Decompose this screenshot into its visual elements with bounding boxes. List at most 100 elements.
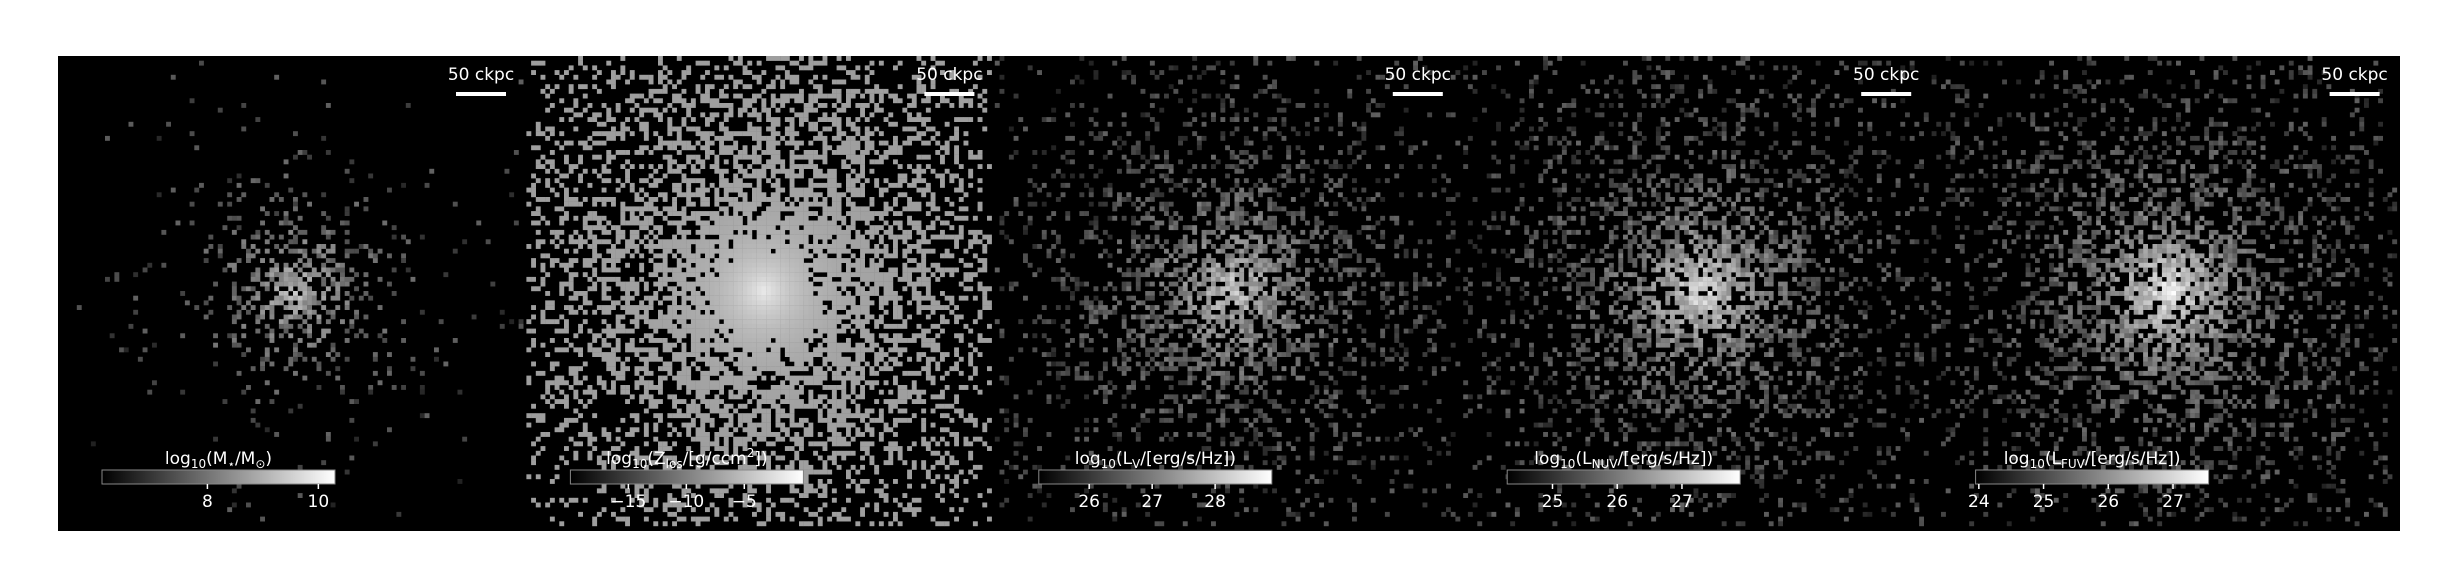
pixel — [578, 352, 583, 357]
pixel — [714, 230, 719, 235]
pixel — [837, 376, 842, 381]
pixel — [682, 75, 687, 80]
pixel — [818, 371, 823, 376]
pixel — [672, 202, 677, 207]
pixel — [686, 324, 691, 329]
pixel — [747, 272, 752, 277]
pixel — [307, 155, 312, 160]
pixel — [545, 272, 550, 277]
pixel — [766, 291, 771, 296]
pixel — [978, 188, 983, 193]
pixel — [564, 418, 569, 423]
pixel — [406, 268, 411, 273]
pixel — [724, 183, 729, 188]
pixel — [912, 498, 917, 503]
pixel — [667, 305, 672, 310]
pixel — [663, 65, 668, 70]
pixel — [912, 178, 917, 183]
pixel — [818, 244, 823, 249]
pixel — [531, 192, 536, 197]
pixel — [865, 291, 870, 296]
pixel — [658, 164, 663, 169]
pixel — [907, 470, 912, 475]
pixel — [298, 216, 303, 221]
pixel — [545, 169, 550, 174]
pixel — [588, 385, 593, 390]
pixel — [550, 319, 555, 324]
pixel — [832, 512, 837, 517]
pixel — [705, 244, 710, 249]
pixel — [959, 197, 964, 202]
pixel — [931, 380, 936, 385]
pixel — [757, 296, 762, 301]
pixel — [813, 235, 818, 240]
pixel — [879, 159, 884, 164]
pixel — [1014, 150, 1019, 155]
pixel — [752, 376, 757, 381]
pixel — [326, 249, 331, 254]
pixel — [884, 141, 889, 146]
pixel — [682, 192, 687, 197]
pixel — [837, 404, 842, 409]
pixel — [813, 230, 818, 235]
pixel — [832, 437, 837, 442]
pixel — [841, 517, 846, 522]
pixel — [597, 221, 602, 226]
pixel — [747, 291, 752, 296]
pixel — [345, 338, 350, 343]
pixel — [851, 423, 856, 428]
pixel — [733, 333, 738, 338]
pixel — [804, 418, 809, 423]
pixel — [606, 258, 611, 263]
pixel — [752, 244, 757, 249]
pixel — [279, 319, 284, 324]
pixel — [771, 84, 776, 89]
pixel — [818, 174, 823, 179]
pixel — [349, 418, 354, 423]
pixel — [766, 277, 771, 282]
pixel — [279, 333, 284, 338]
pixel — [790, 376, 795, 381]
pixel — [653, 169, 658, 174]
pixel — [729, 150, 734, 155]
pixel — [987, 446, 992, 451]
pixel — [841, 315, 846, 320]
pixel — [851, 282, 856, 287]
pixel — [917, 202, 922, 207]
pixel — [298, 282, 303, 287]
pixel — [813, 512, 818, 517]
pixel — [776, 305, 781, 310]
pixel — [794, 155, 799, 160]
pixel — [559, 183, 564, 188]
pixel — [771, 80, 776, 85]
pixel — [738, 282, 743, 287]
pixel — [705, 418, 710, 423]
pixel — [837, 253, 842, 258]
pixel — [855, 230, 860, 235]
pixel — [686, 315, 691, 320]
pixel — [799, 423, 804, 428]
pixel — [945, 352, 950, 357]
pixel — [606, 390, 611, 395]
pixel — [841, 324, 846, 329]
pixel — [597, 305, 602, 310]
pixel — [827, 127, 832, 132]
pixel — [541, 253, 546, 258]
pixel — [766, 136, 771, 141]
pixel — [597, 112, 602, 117]
pixel — [940, 291, 945, 296]
pixel — [700, 211, 705, 216]
pixel — [555, 141, 560, 146]
pixel — [260, 517, 265, 522]
pixel — [870, 61, 875, 66]
pixel — [644, 192, 649, 197]
pixel — [771, 272, 776, 277]
pixel — [620, 362, 625, 367]
pixel — [747, 164, 752, 169]
pixel — [912, 98, 917, 103]
pixel — [837, 418, 842, 423]
pixel — [559, 75, 564, 80]
pixel — [345, 329, 350, 334]
pixel — [649, 338, 654, 343]
pixel — [912, 390, 917, 395]
